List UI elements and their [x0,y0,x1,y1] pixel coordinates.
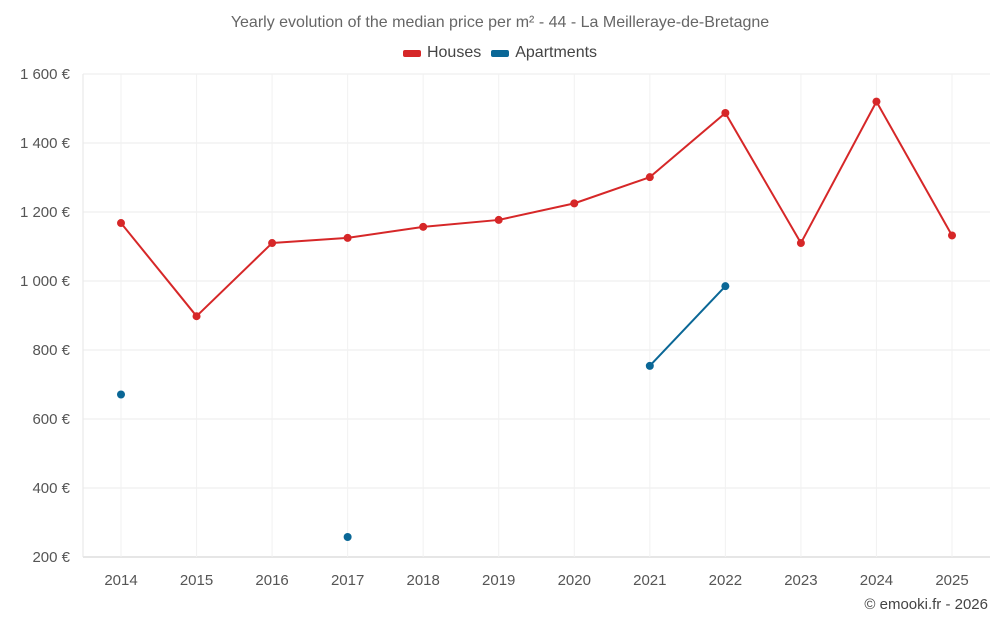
x-tick-label: 2020 [558,572,591,589]
data-point-houses [494,215,503,224]
data-point-houses [721,108,730,117]
legend-label-apartments: Apartments [515,44,598,61]
x-tick-label: 2023 [784,572,817,589]
y-tick-label: 200 € [32,549,70,566]
series-line-houses [423,218,499,228]
legend-swatch-houses [402,49,421,57]
x-tick-label: 2022 [709,572,742,589]
data-point-houses [419,222,428,231]
x-tick-label: 2025 [935,572,968,589]
legend-label-houses: Houses [426,44,482,61]
series-line-apartments [649,285,727,367]
data-point-houses [645,173,654,182]
y-tick-label: 1 400 € [20,135,71,152]
data-point-houses [192,312,201,321]
y-tick-label: 600 € [32,411,70,428]
y-tick-label: 1 200 € [20,204,71,221]
chart-title: Yearly evolution of the median price per… [230,14,770,31]
y-tick-label: 400 € [32,480,70,497]
y-tick-label: 1 000 € [20,273,71,290]
legend-item-apartments[interactable]: Apartments [491,44,597,62]
legend-item-houses[interactable]: Houses [402,44,482,62]
x-tick-label: 2019 [482,572,515,589]
data-point-apartments [721,282,730,291]
series-line-houses [120,222,198,317]
y-tick-label: 1 600 € [20,66,71,83]
data-point-houses [268,239,277,248]
data-point-houses [117,219,125,228]
data-point-houses [570,199,579,208]
legend-swatch-apartments [491,49,510,57]
y-tick-label: 800 € [32,342,70,359]
data-point-houses [343,233,352,242]
series-line-houses [800,101,878,244]
x-tick-label: 2024 [860,572,893,589]
x-tick-label: 2017 [331,572,364,589]
data-point-houses [872,97,881,106]
data-point-apartments [343,532,352,541]
data-point-apartments [117,390,125,399]
data-point-apartments [645,361,654,370]
x-tick-label: 2014 [104,572,137,589]
series-line-houses [649,112,727,178]
x-tick-label: 2021 [633,572,666,589]
x-tick-label: 2015 [180,572,213,589]
series-line-houses [724,112,802,244]
x-tick-label: 2018 [406,572,439,589]
series-line-houses [347,225,424,239]
series-line-houses [195,242,273,317]
series-line-houses [875,101,953,236]
x-tick-label: 2016 [255,572,288,589]
data-point-houses [796,239,805,248]
legend: Houses Apartments [0,44,1000,62]
series-line-houses [573,176,651,205]
data-point-houses [948,231,956,240]
series-line-houses [498,202,575,221]
credit-text: © emooki.fr - 2026 [864,596,988,613]
series-line-houses [272,236,348,245]
